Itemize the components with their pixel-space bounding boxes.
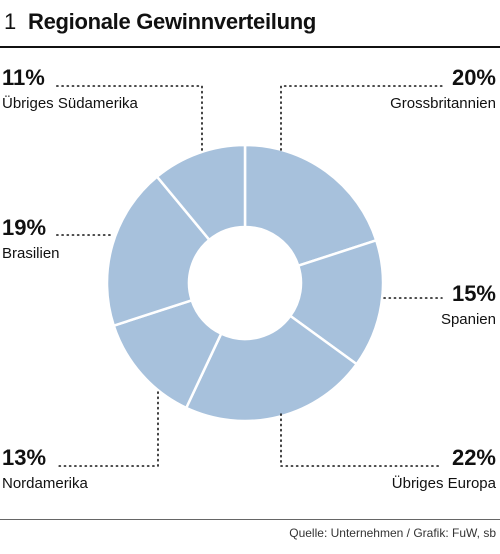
- figure-number: 1: [4, 9, 17, 34]
- source-note: Quelle: Unternehmen / Grafik: FuW, sb: [289, 526, 496, 540]
- value-label-uebriges-suedamerika: 11%: [2, 65, 45, 90]
- value-label-nordamerika: 13%: [2, 445, 46, 470]
- leader-uebriges-europa: [280, 413, 443, 467]
- chart-title: Regionale Gewinnverteilung: [28, 9, 317, 34]
- chart-header: 1 Regionale Gewinnverteilung: [0, 0, 500, 48]
- value-label-uebriges-europa: 22%: [452, 445, 496, 470]
- slice-group: [105, 143, 385, 423]
- category-label-brasilien: Brasilien: [2, 245, 60, 262]
- slice-uebriges-suedamerika: [155, 143, 247, 242]
- category-label-spanien: Spanien: [441, 311, 496, 328]
- slice-grossbritannien: [243, 143, 378, 267]
- value-label-brasilien: 19%: [2, 215, 46, 240]
- slice-brasilien: [105, 175, 211, 327]
- category-label-uebriges-europa: Übriges Europa: [392, 474, 497, 492]
- leader-nordamerika: [55, 391, 159, 467]
- value-label-spanien: 15%: [452, 281, 496, 306]
- category-label-grossbritannien: Grossbritannien: [390, 95, 496, 112]
- header-rule: [0, 46, 500, 48]
- slice-labels: 20% Grossbritannien 15% Spanien 22% Übriges E…: [2, 65, 497, 492]
- leader-grossbritannien: [280, 85, 443, 151]
- leader-uebriges-suedamerika: [55, 85, 203, 151]
- slice-uebriges-europa: [184, 314, 358, 423]
- category-label-nordamerika: Nordamerika: [2, 475, 89, 492]
- value-label-grossbritannien: 20%: [452, 65, 496, 90]
- category-label-uebriges-suedamerika: Übriges Südamerika: [2, 94, 139, 112]
- footer-rule: [0, 519, 500, 520]
- slice-spanien: [289, 239, 385, 366]
- leader-lines: [55, 85, 443, 467]
